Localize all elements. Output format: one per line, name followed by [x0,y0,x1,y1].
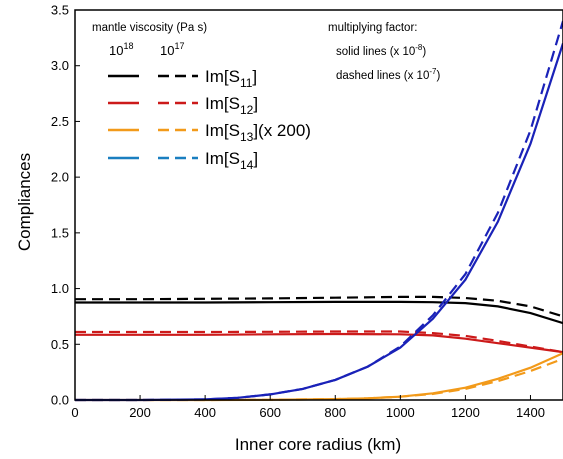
legend-label-11: Im[S11] [205,67,257,90]
x-tick-label: 1200 [451,405,480,420]
note-dashed: dashed lines (x 10-7) [336,67,440,82]
x-tick-label: 0 [71,405,78,420]
legend-col-solid: 1018 [109,41,133,58]
series-11-dashed-line [75,295,563,318]
x-tick-label: 600 [259,405,281,420]
legend-rows: Im[S11] Im[S12] Im[S13](x 200) Im[S14] [108,67,311,172]
legend-label-14: Im[S14] [205,149,258,172]
multiplying-factor-note: multiplying factor: solid lines (x 10-8)… [328,22,440,82]
note-solid: solid lines (x 10-8) [336,43,426,58]
y-tick-label: 0.5 [51,337,69,352]
y-tick-label: 3.0 [51,58,69,73]
note-heading: multiplying factor: [328,22,417,34]
legend-col-dashed: 1017 [160,41,184,58]
legend: mantle viscosity (Pa s) 1018 1017 Im[S11… [92,22,311,172]
legend-heading: mantle viscosity (Pa s) [92,22,207,34]
series-13-solid-line [75,352,563,402]
y-axis-title: Compliances [15,153,34,251]
y-tick-label: 2.0 [51,170,69,185]
y-tick-label: 1.0 [51,281,69,296]
series-13-dashed-line [75,357,563,402]
plot-area [75,20,563,402]
y-tick-label: 3.5 [51,3,69,18]
y-tick-label: 0.0 [51,393,69,408]
series-14-dashed-line [75,20,563,402]
x-tick-label: 200 [129,405,151,420]
series-12-dashed-line [75,330,563,354]
x-tick-label: 1000 [386,405,415,420]
x-axis-title: Inner core radius (km) [235,435,401,454]
x-tick-label: 400 [194,405,216,420]
series-12-solid-line [75,332,563,354]
x-axis-ticks: 0 200 400 600 800 1000 1200 1400 [71,395,545,420]
y-tick-label: 2.5 [51,114,69,129]
legend-label-12: Im[S12] [205,94,258,117]
y-tick-label: 1.5 [51,225,69,240]
x-tick-label: 800 [324,405,346,420]
plot-frame [74,9,563,401]
x-tick-label: 1400 [516,405,545,420]
legend-label-13: Im[S13](x 200) [205,121,311,144]
series-14-solid-line [75,43,563,402]
series-11-solid-line [75,300,563,325]
